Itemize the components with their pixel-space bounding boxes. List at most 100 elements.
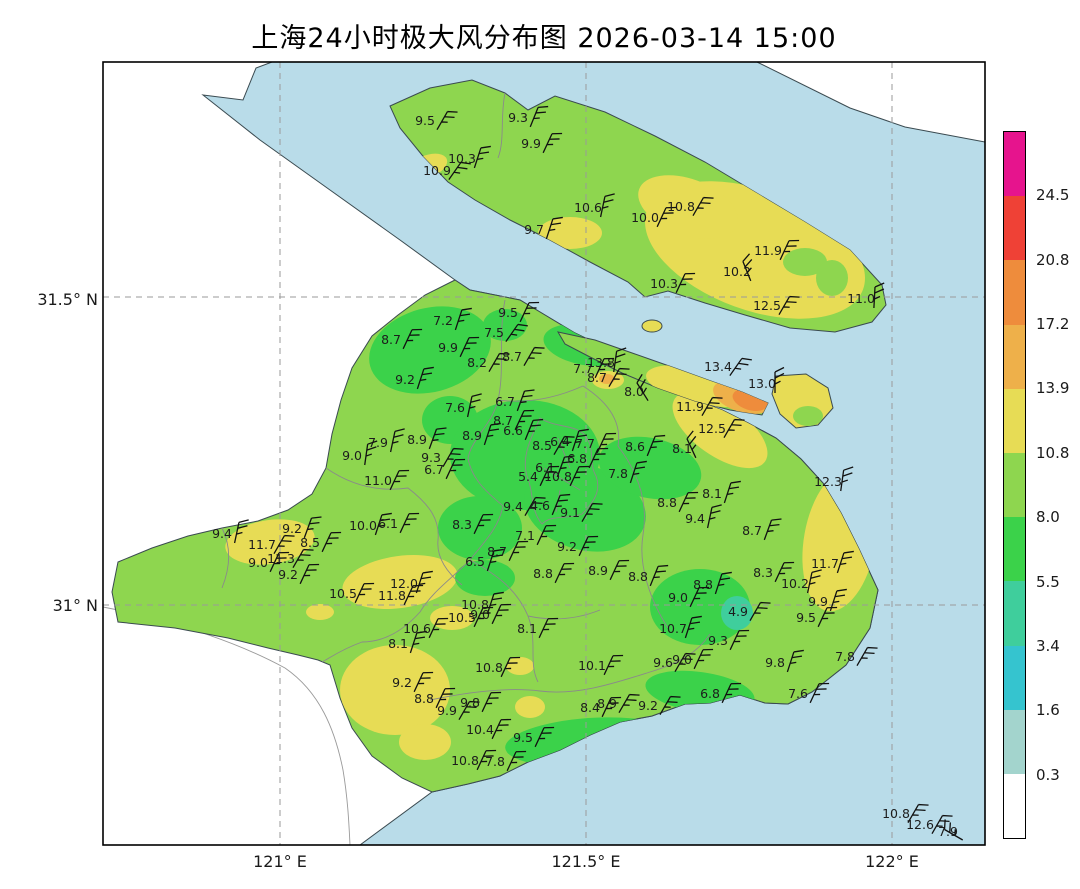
wind-barb-icon — [402, 328, 423, 350]
wind-speed-label: 9.2 — [278, 567, 298, 582]
wind-barb-icon — [534, 726, 555, 748]
wind-speed-label: 8.9 — [588, 563, 608, 578]
wind-station: 12.3 — [814, 466, 854, 492]
wind-barb-icon — [459, 336, 480, 358]
wind-station: 9.9 — [438, 336, 480, 358]
wind-barb-icon — [435, 687, 456, 709]
wind-station: 10.8 — [544, 465, 590, 487]
wind-barb-icon — [354, 582, 375, 604]
wind-station: 10.5 — [448, 606, 494, 628]
wind-station: 9.0 — [342, 440, 378, 466]
wind-station: 6.4 — [550, 428, 589, 452]
wind-speed-label: 9.8 — [765, 655, 785, 670]
wind-speed-label: 9.1 — [560, 505, 580, 520]
wind-station: 7.8 — [835, 646, 878, 667]
wind-speed-label: 9.9 — [437, 703, 457, 718]
wind-speed-label: 8.3 — [452, 517, 472, 532]
wind-barb-icon — [486, 591, 504, 615]
wind-station: 9.4 — [503, 496, 546, 517]
wind-station: 9.5 — [513, 726, 555, 748]
wind-barb-icon — [303, 516, 322, 539]
wind-station: 9.4 — [212, 519, 249, 544]
wind-barb-icon — [809, 682, 830, 704]
wind-speed-label: 9.2 — [395, 372, 415, 387]
wind-speed-label: 7.7 — [573, 361, 593, 376]
hengsha-shading — [793, 406, 823, 426]
wind-station: 7.5 — [484, 323, 528, 343]
wind-station: 11.9 — [754, 239, 800, 261]
wind-speed-label: 9.6 — [653, 655, 673, 670]
wind-speed-label: 9.2 — [282, 521, 302, 536]
wind-barb-icon — [779, 239, 800, 261]
wind-speed-label: 11.7 — [248, 537, 276, 552]
wind-barb-icon — [299, 563, 320, 585]
wind-speed-label: 10.4 — [466, 722, 494, 737]
wind-barb-icon — [539, 465, 560, 487]
wind-barb-icon — [529, 105, 549, 128]
wind-station: 11.7 — [811, 550, 854, 574]
wind-barb-icon — [778, 295, 800, 316]
wind-barb-icon — [415, 570, 433, 594]
wind-station: 9.0 — [248, 551, 290, 573]
wind-speed-label: 10.5 — [329, 586, 357, 601]
colorbar-segment — [1004, 260, 1025, 325]
wind-barb-icon — [581, 502, 603, 523]
wind-barb-icon — [445, 458, 466, 480]
wind-speed-label: 9.0 — [672, 652, 692, 667]
wind-barb-icon — [389, 428, 405, 453]
wind-barb-icon — [594, 357, 615, 379]
wind-speed-label: 10.7 — [659, 621, 687, 636]
wind-station: 8.5 — [300, 531, 342, 553]
wind-barb-icon — [403, 584, 424, 606]
wind-station: 9.0 — [672, 648, 714, 670]
wind-speed-label: 7.6 — [788, 686, 808, 701]
wind-station: 10.0 — [631, 206, 677, 228]
wind-barb-icon — [601, 696, 622, 718]
wind-barb-icon — [569, 465, 590, 487]
wind-barb-icon — [523, 346, 545, 367]
colorbar-tick-label: 8.0 — [1036, 508, 1060, 527]
wind-speed-label: 12.5 — [698, 421, 726, 436]
wind-station: 9.2 — [278, 563, 320, 585]
wind-barb-icon — [454, 307, 472, 331]
wind-barb-icon — [686, 430, 697, 459]
wind-station: 8.8 — [693, 571, 732, 595]
wind-speed-label: 9.0 — [248, 555, 268, 570]
wind-barb-icon — [476, 749, 497, 771]
lat-tick-31-5: 31.5° N — [37, 290, 98, 309]
colorbar-segment — [1004, 517, 1025, 582]
colorbar-segment — [1004, 581, 1025, 646]
graticule — [103, 62, 985, 845]
page-title: 上海24小时极大风分布图 2026-03-14 15:00 — [251, 23, 837, 54]
wind-station: 10.7 — [659, 615, 702, 639]
wind-speed-label: 8.0 — [624, 384, 644, 399]
wind-barb-icon — [674, 652, 696, 673]
lat-tick-31: 31° N — [52, 596, 98, 615]
wind-station: 9.0 — [668, 586, 710, 608]
wind-speed-label: 11.8 — [378, 588, 406, 603]
wind-station: 9.5 — [415, 110, 458, 131]
wind-barb-icon — [749, 601, 771, 622]
wind-barb-icon — [629, 460, 647, 484]
wind-station: 6.8 — [700, 682, 742, 704]
wind-barb-icon — [742, 253, 753, 282]
wind-barb-icon — [609, 559, 630, 581]
wind-station: 8.8 — [533, 562, 575, 584]
wind-barb-icon — [659, 695, 681, 716]
wind-speed-label: 9.9 — [438, 340, 458, 355]
wind-speed-label: 8.1 — [517, 621, 537, 636]
wind-station: 8.4 — [580, 696, 622, 718]
lon-tick-121-5: 121.5° E — [551, 852, 621, 871]
wind-barb-icon — [943, 819, 964, 841]
wind-station: 6.5 — [465, 548, 504, 572]
wind-barb-icon — [714, 571, 732, 595]
wind-station: 7.6 — [445, 393, 482, 418]
wind-station: 5.4 — [518, 465, 560, 487]
colorbar-segment — [1004, 196, 1025, 261]
wind-speed-label: 8.4 — [580, 700, 600, 715]
wind-speed-label: 10.6 — [574, 200, 602, 215]
small-islet — [641, 319, 663, 333]
wind-barb-icon — [618, 693, 640, 714]
wind-barb-icon — [774, 561, 795, 583]
